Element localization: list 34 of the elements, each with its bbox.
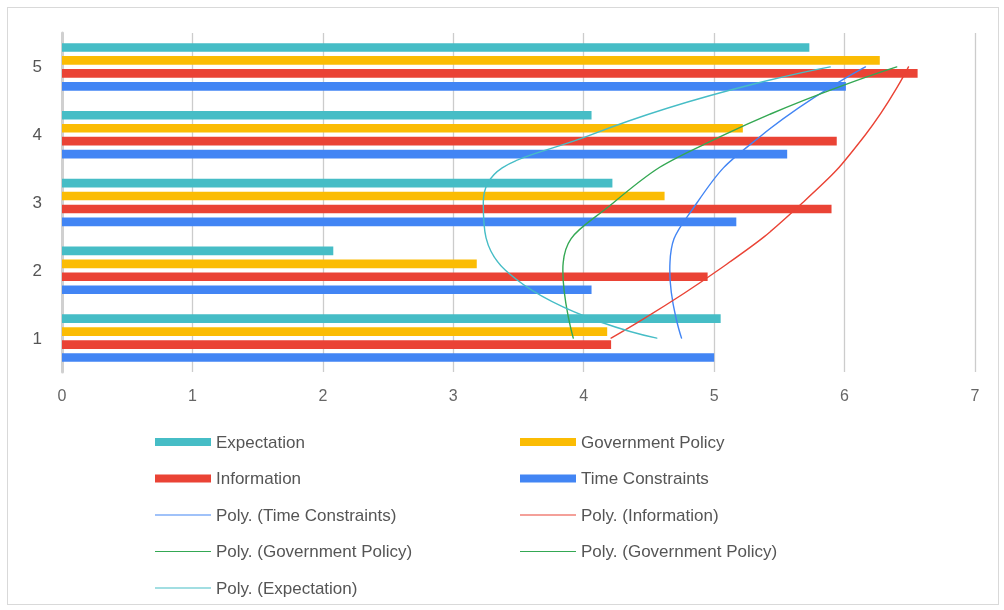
legend-label: Poly. (Expectation): [216, 578, 358, 598]
bar: [62, 110, 592, 120]
x-tick-label: 1: [187, 386, 197, 404]
y-tick-label: 4: [32, 125, 42, 145]
bar: [62, 285, 592, 295]
y-tick-label: 2: [32, 260, 42, 280]
legend-label: Poly. (Time Constraints): [216, 505, 397, 525]
legend-label: Time Constraints: [581, 469, 709, 488]
legend-label: Poly. (Information): [581, 505, 719, 525]
x-tick-label: 6: [840, 386, 850, 404]
bar: [62, 246, 334, 256]
bar: [62, 43, 810, 52]
bar: [62, 259, 477, 269]
legend-label: Poly. (Government Policy): [581, 542, 778, 561]
x-tick-label: 4: [579, 386, 589, 404]
bar: [62, 340, 612, 349]
legend-label: Poly. (Government Policy): [216, 542, 413, 561]
y-tick-label: 1: [32, 328, 42, 348]
bar: [62, 327, 608, 336]
bar: [62, 136, 837, 146]
bar: [62, 56, 880, 65]
y-tick-label: 3: [32, 193, 42, 212]
y-tick-label: 5: [32, 57, 42, 77]
x-tick-label: 2: [318, 386, 328, 404]
bar: [62, 123, 743, 133]
x-tick-label: 7: [970, 386, 980, 404]
legend-label: Expectation: [216, 432, 305, 452]
bar: [62, 191, 665, 201]
legend-label: Information: [216, 469, 302, 488]
x-tick-label: 3: [448, 386, 458, 404]
bar: [62, 353, 715, 362]
x-tick-label: 5: [709, 386, 719, 404]
legend-label: Government Policy: [581, 432, 726, 452]
x-tick-label: 0: [57, 386, 67, 404]
